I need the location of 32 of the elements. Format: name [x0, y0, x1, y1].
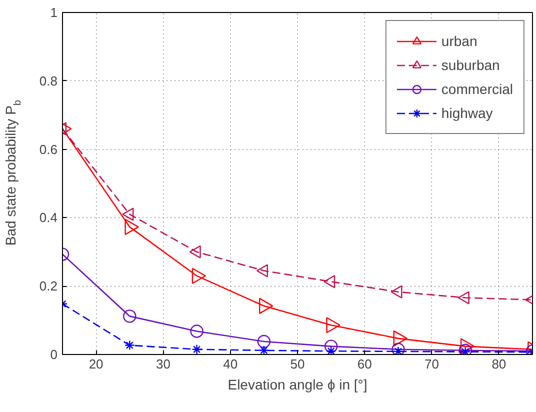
point — [324, 275, 336, 288]
x-tick-label: 20 — [88, 356, 104, 372]
point — [326, 346, 336, 354]
y-tick-label: 1 — [50, 5, 58, 20]
x-tick-label: 70 — [424, 356, 440, 372]
legend-label: highway — [441, 105, 493, 121]
point — [257, 334, 271, 348]
point — [258, 345, 270, 354]
x-tick-label: 80 — [492, 356, 506, 372]
point — [190, 324, 204, 338]
y-tick-label: 0 — [50, 347, 58, 362]
point — [390, 285, 402, 299]
y-tick-label: 0.6 — [39, 142, 58, 157]
y-axis-title: Bad state probability Pb — [2, 100, 24, 246]
point — [192, 344, 202, 354]
y-tick-label: 0.4 — [39, 210, 58, 226]
point — [192, 268, 206, 284]
x-axis-title: Elevation angle ϕ in [°] — [228, 376, 368, 392]
point — [324, 340, 338, 353]
y-tick-label: 0.8 — [39, 73, 58, 88]
legend-label: suburban — [441, 57, 500, 73]
point — [124, 218, 139, 236]
x-tick-label: 60 — [357, 356, 372, 372]
y-tick-label: 0.2 — [39, 278, 58, 294]
legend-label: urban — [441, 33, 478, 49]
legend-label: commercial — [441, 81, 513, 97]
point — [393, 346, 404, 354]
point — [458, 291, 470, 304]
x-tick-label: 50 — [290, 356, 305, 372]
x-tick-label: 40 — [223, 356, 238, 372]
point — [392, 342, 405, 354]
x-tick-label: 30 — [156, 356, 170, 372]
